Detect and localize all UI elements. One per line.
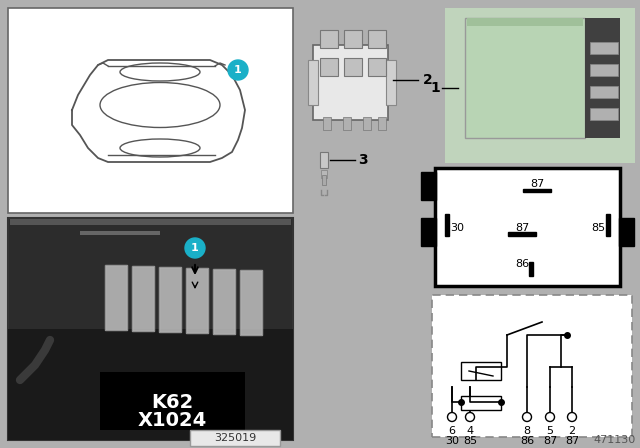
- Text: 325019: 325019: [214, 433, 256, 443]
- Text: 85: 85: [591, 223, 605, 233]
- Text: 1: 1: [191, 243, 199, 253]
- Bar: [368, 58, 386, 76]
- Text: 86: 86: [520, 436, 534, 446]
- Text: 5: 5: [547, 426, 554, 436]
- Text: X1024: X1024: [138, 410, 207, 430]
- Text: K62: K62: [151, 392, 193, 412]
- Polygon shape: [240, 270, 262, 335]
- Bar: [8, 329, 293, 440]
- Polygon shape: [105, 265, 127, 330]
- Bar: [590, 42, 618, 54]
- Text: 4: 4: [467, 426, 474, 436]
- Text: 6: 6: [449, 426, 456, 436]
- Bar: [344, 30, 362, 48]
- Text: 85: 85: [463, 436, 477, 446]
- Text: 87: 87: [543, 436, 557, 446]
- Circle shape: [465, 413, 474, 422]
- Bar: [421, 218, 436, 246]
- Text: 86: 86: [515, 259, 529, 269]
- Bar: [368, 30, 386, 48]
- Bar: [320, 30, 338, 48]
- Circle shape: [568, 413, 577, 422]
- Text: 87: 87: [515, 223, 529, 233]
- Circle shape: [228, 60, 248, 80]
- Text: 1: 1: [234, 65, 242, 75]
- Bar: [590, 108, 618, 120]
- Bar: [432, 295, 632, 437]
- Bar: [344, 58, 362, 76]
- Bar: [308, 60, 318, 105]
- Bar: [619, 218, 634, 246]
- Text: 30: 30: [445, 436, 459, 446]
- Bar: [529, 262, 533, 276]
- Circle shape: [545, 413, 554, 422]
- Bar: [313, 45, 388, 120]
- Bar: [100, 372, 245, 430]
- Bar: [508, 232, 536, 236]
- Bar: [363, 117, 371, 130]
- Text: 8: 8: [524, 426, 531, 436]
- Bar: [378, 117, 386, 130]
- Text: 30: 30: [450, 223, 464, 233]
- Bar: [461, 396, 501, 410]
- Bar: [321, 170, 327, 178]
- Text: 87: 87: [530, 179, 544, 189]
- Bar: [190, 430, 280, 446]
- Text: 2: 2: [568, 426, 575, 436]
- Bar: [10, 219, 291, 225]
- Bar: [421, 172, 436, 200]
- Text: 471130: 471130: [594, 435, 636, 445]
- Bar: [606, 214, 610, 236]
- Bar: [461, 362, 501, 380]
- Text: 87: 87: [565, 436, 579, 446]
- Bar: [590, 86, 618, 98]
- Bar: [590, 64, 618, 76]
- Bar: [445, 8, 635, 163]
- Bar: [585, 18, 620, 138]
- Bar: [320, 152, 328, 168]
- Bar: [8, 218, 293, 440]
- Bar: [386, 60, 396, 105]
- Bar: [322, 175, 326, 185]
- Text: 2: 2: [423, 73, 433, 87]
- Polygon shape: [159, 267, 181, 332]
- Polygon shape: [213, 269, 235, 334]
- Circle shape: [185, 238, 205, 258]
- Bar: [523, 189, 551, 192]
- Bar: [8, 8, 293, 213]
- Bar: [8, 360, 108, 440]
- Bar: [467, 18, 583, 26]
- Circle shape: [447, 413, 456, 422]
- Bar: [435, 168, 620, 286]
- Bar: [323, 117, 331, 130]
- Bar: [80, 231, 160, 235]
- Bar: [465, 18, 585, 138]
- Text: 3: 3: [358, 153, 367, 167]
- Bar: [320, 58, 338, 76]
- Text: 1: 1: [430, 81, 440, 95]
- Bar: [445, 214, 449, 236]
- Polygon shape: [186, 268, 208, 333]
- Circle shape: [522, 413, 531, 422]
- Bar: [343, 117, 351, 130]
- Polygon shape: [132, 266, 154, 331]
